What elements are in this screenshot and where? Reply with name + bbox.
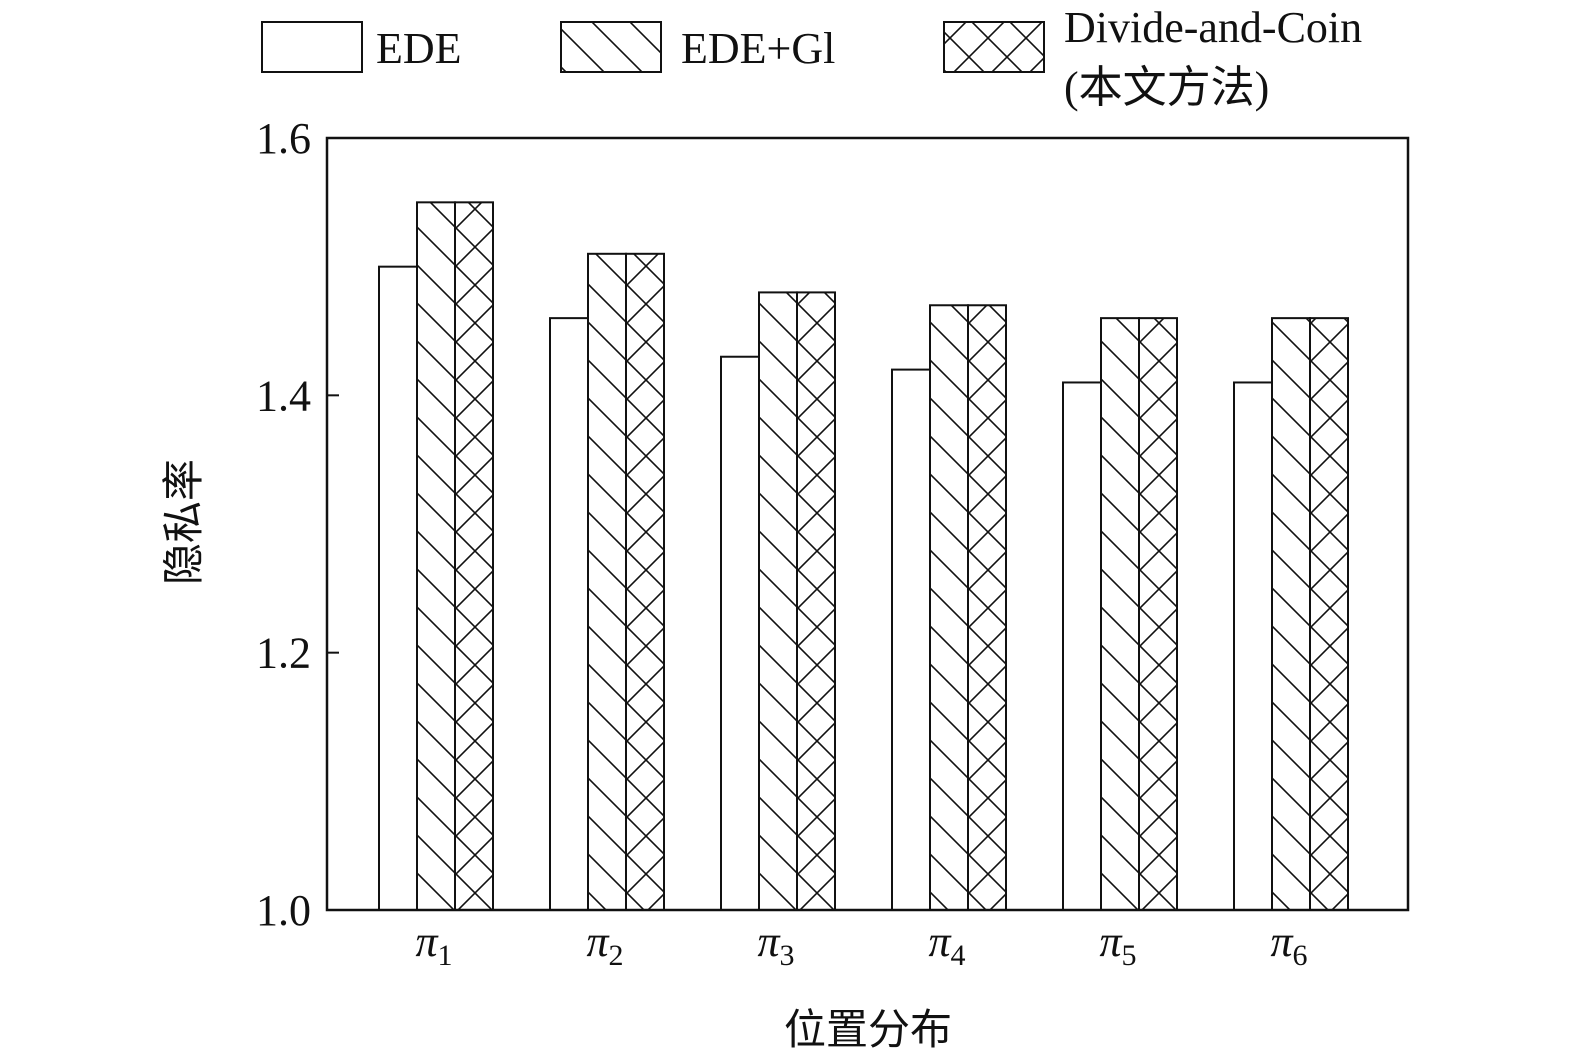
x-tick-label-1: π1 bbox=[415, 917, 452, 972]
bar-3-series-2 bbox=[758, 291, 798, 911]
x-tick-label-2: π2 bbox=[586, 917, 623, 972]
x-tick-label-5: π5 bbox=[1099, 917, 1136, 972]
x-axis-label: 位置分布 bbox=[784, 1007, 952, 1054]
y-axis: 1.0 1.2 1.4 1.6 bbox=[256, 114, 339, 935]
legend-label-2: EDE+Gl bbox=[681, 24, 835, 73]
bar-5-series-1 bbox=[1062, 381, 1102, 911]
x-tick-label-4: π4 bbox=[928, 917, 965, 972]
legend-swatch-3 bbox=[943, 21, 1045, 73]
x-axis: π1 π2 π3 π4 π5 π6 bbox=[415, 917, 1307, 972]
legend-label-3-line2: (本文方法) bbox=[1064, 63, 1269, 112]
bar-3-series-1 bbox=[720, 355, 760, 911]
bar-1-series-2 bbox=[416, 201, 456, 912]
x-tick-label-3: π3 bbox=[757, 917, 794, 972]
bar-5-series-3 bbox=[1138, 317, 1178, 911]
bar-4-series-3 bbox=[967, 304, 1007, 911]
bar-3-series-3 bbox=[796, 291, 836, 911]
bar-4-series-1 bbox=[891, 368, 931, 912]
bar-6-series-2 bbox=[1271, 317, 1311, 911]
bar-2-series-1 bbox=[549, 317, 589, 911]
y-tick-label-0: 1.0 bbox=[256, 886, 311, 935]
y-tick-label-3: 1.6 bbox=[256, 114, 311, 163]
y-axis-label: 隐私率 bbox=[161, 459, 208, 585]
bar-2-series-3 bbox=[625, 252, 665, 912]
legend: EDE EDE+Gl Divide-and-Coin (本文方法) bbox=[261, 3, 1362, 112]
x-tick-label-6: π6 bbox=[1270, 917, 1307, 972]
y-tick-label-1: 1.2 bbox=[256, 629, 311, 678]
bar-1-series-1 bbox=[378, 265, 418, 911]
bar-6-series-3 bbox=[1309, 317, 1349, 911]
bars bbox=[378, 201, 1349, 912]
legend-label-3: Divide-and-Coin bbox=[1064, 3, 1362, 52]
bar-2-series-2 bbox=[587, 252, 627, 912]
bar-1-series-3 bbox=[454, 201, 494, 912]
y-tick-label-2: 1.4 bbox=[256, 371, 311, 420]
bar-4-series-2 bbox=[929, 304, 969, 911]
bar-5-series-2 bbox=[1100, 317, 1140, 911]
legend-label-1: EDE bbox=[376, 24, 462, 73]
plot-frame bbox=[325, 136, 1410, 912]
bar-6-series-1 bbox=[1233, 381, 1273, 911]
legend-swatch-1 bbox=[261, 21, 363, 73]
legend-swatch-2 bbox=[560, 21, 662, 73]
